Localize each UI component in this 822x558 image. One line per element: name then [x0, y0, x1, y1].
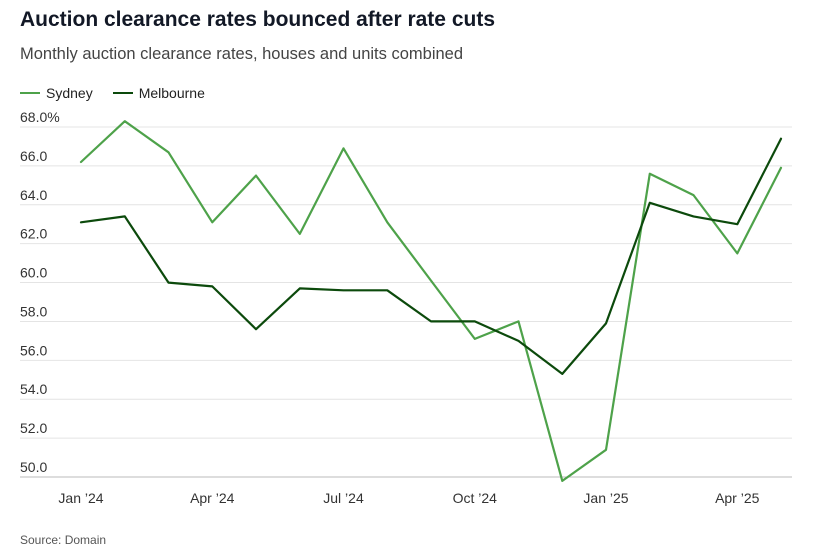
series-line-sydney — [79, 120, 783, 482]
legend-item-sydney: Sydney — [20, 85, 93, 101]
legend: Sydney Melbourne — [20, 85, 225, 101]
legend-swatch-melbourne — [112, 91, 133, 95]
y-tick-label-60: 60.0 — [20, 265, 47, 281]
y-tick-label-62: 62.0 — [20, 226, 47, 242]
y-tick-label-64: 64.0 — [20, 187, 47, 203]
x-tick-label-6: Jul ’24 — [323, 490, 364, 506]
x-tick-label-15: Apr ’25 — [715, 490, 760, 506]
legend-item-melbourne: Melbourne — [112, 85, 205, 101]
y-tick-label-58: 58.0 — [20, 303, 47, 319]
series-line-melbourne — [79, 137, 783, 375]
chart-title: Auction clearance rates bounced after ra… — [20, 8, 495, 31]
legend-swatch-sydney — [20, 91, 40, 95]
chart-subtitle: Monthly auction clearance rates, houses … — [20, 45, 464, 63]
y-tick-label-56: 56.0 — [20, 342, 47, 358]
x-tick-label-9: Oct ’24 — [453, 490, 498, 506]
y-tick-label-68: 68.0% — [20, 109, 60, 125]
x-tick-label-0: Jan ’24 — [58, 490, 103, 506]
x-tick-label-3: Apr ’24 — [190, 490, 235, 506]
x-tick-label-12: Jan ’25 — [583, 490, 628, 506]
y-tick-label-52: 52.0 — [20, 420, 47, 436]
y-tick-label-50: 50.0 — [20, 459, 47, 475]
legend-label-sydney: Sydney — [46, 85, 93, 101]
legend-label-melbourne: Melbourne — [138, 85, 205, 101]
y-tick-label-66: 66.0 — [20, 148, 47, 164]
y-tick-label-54: 54.0 — [20, 381, 47, 397]
source-note: Source: Domain — [20, 533, 107, 547]
